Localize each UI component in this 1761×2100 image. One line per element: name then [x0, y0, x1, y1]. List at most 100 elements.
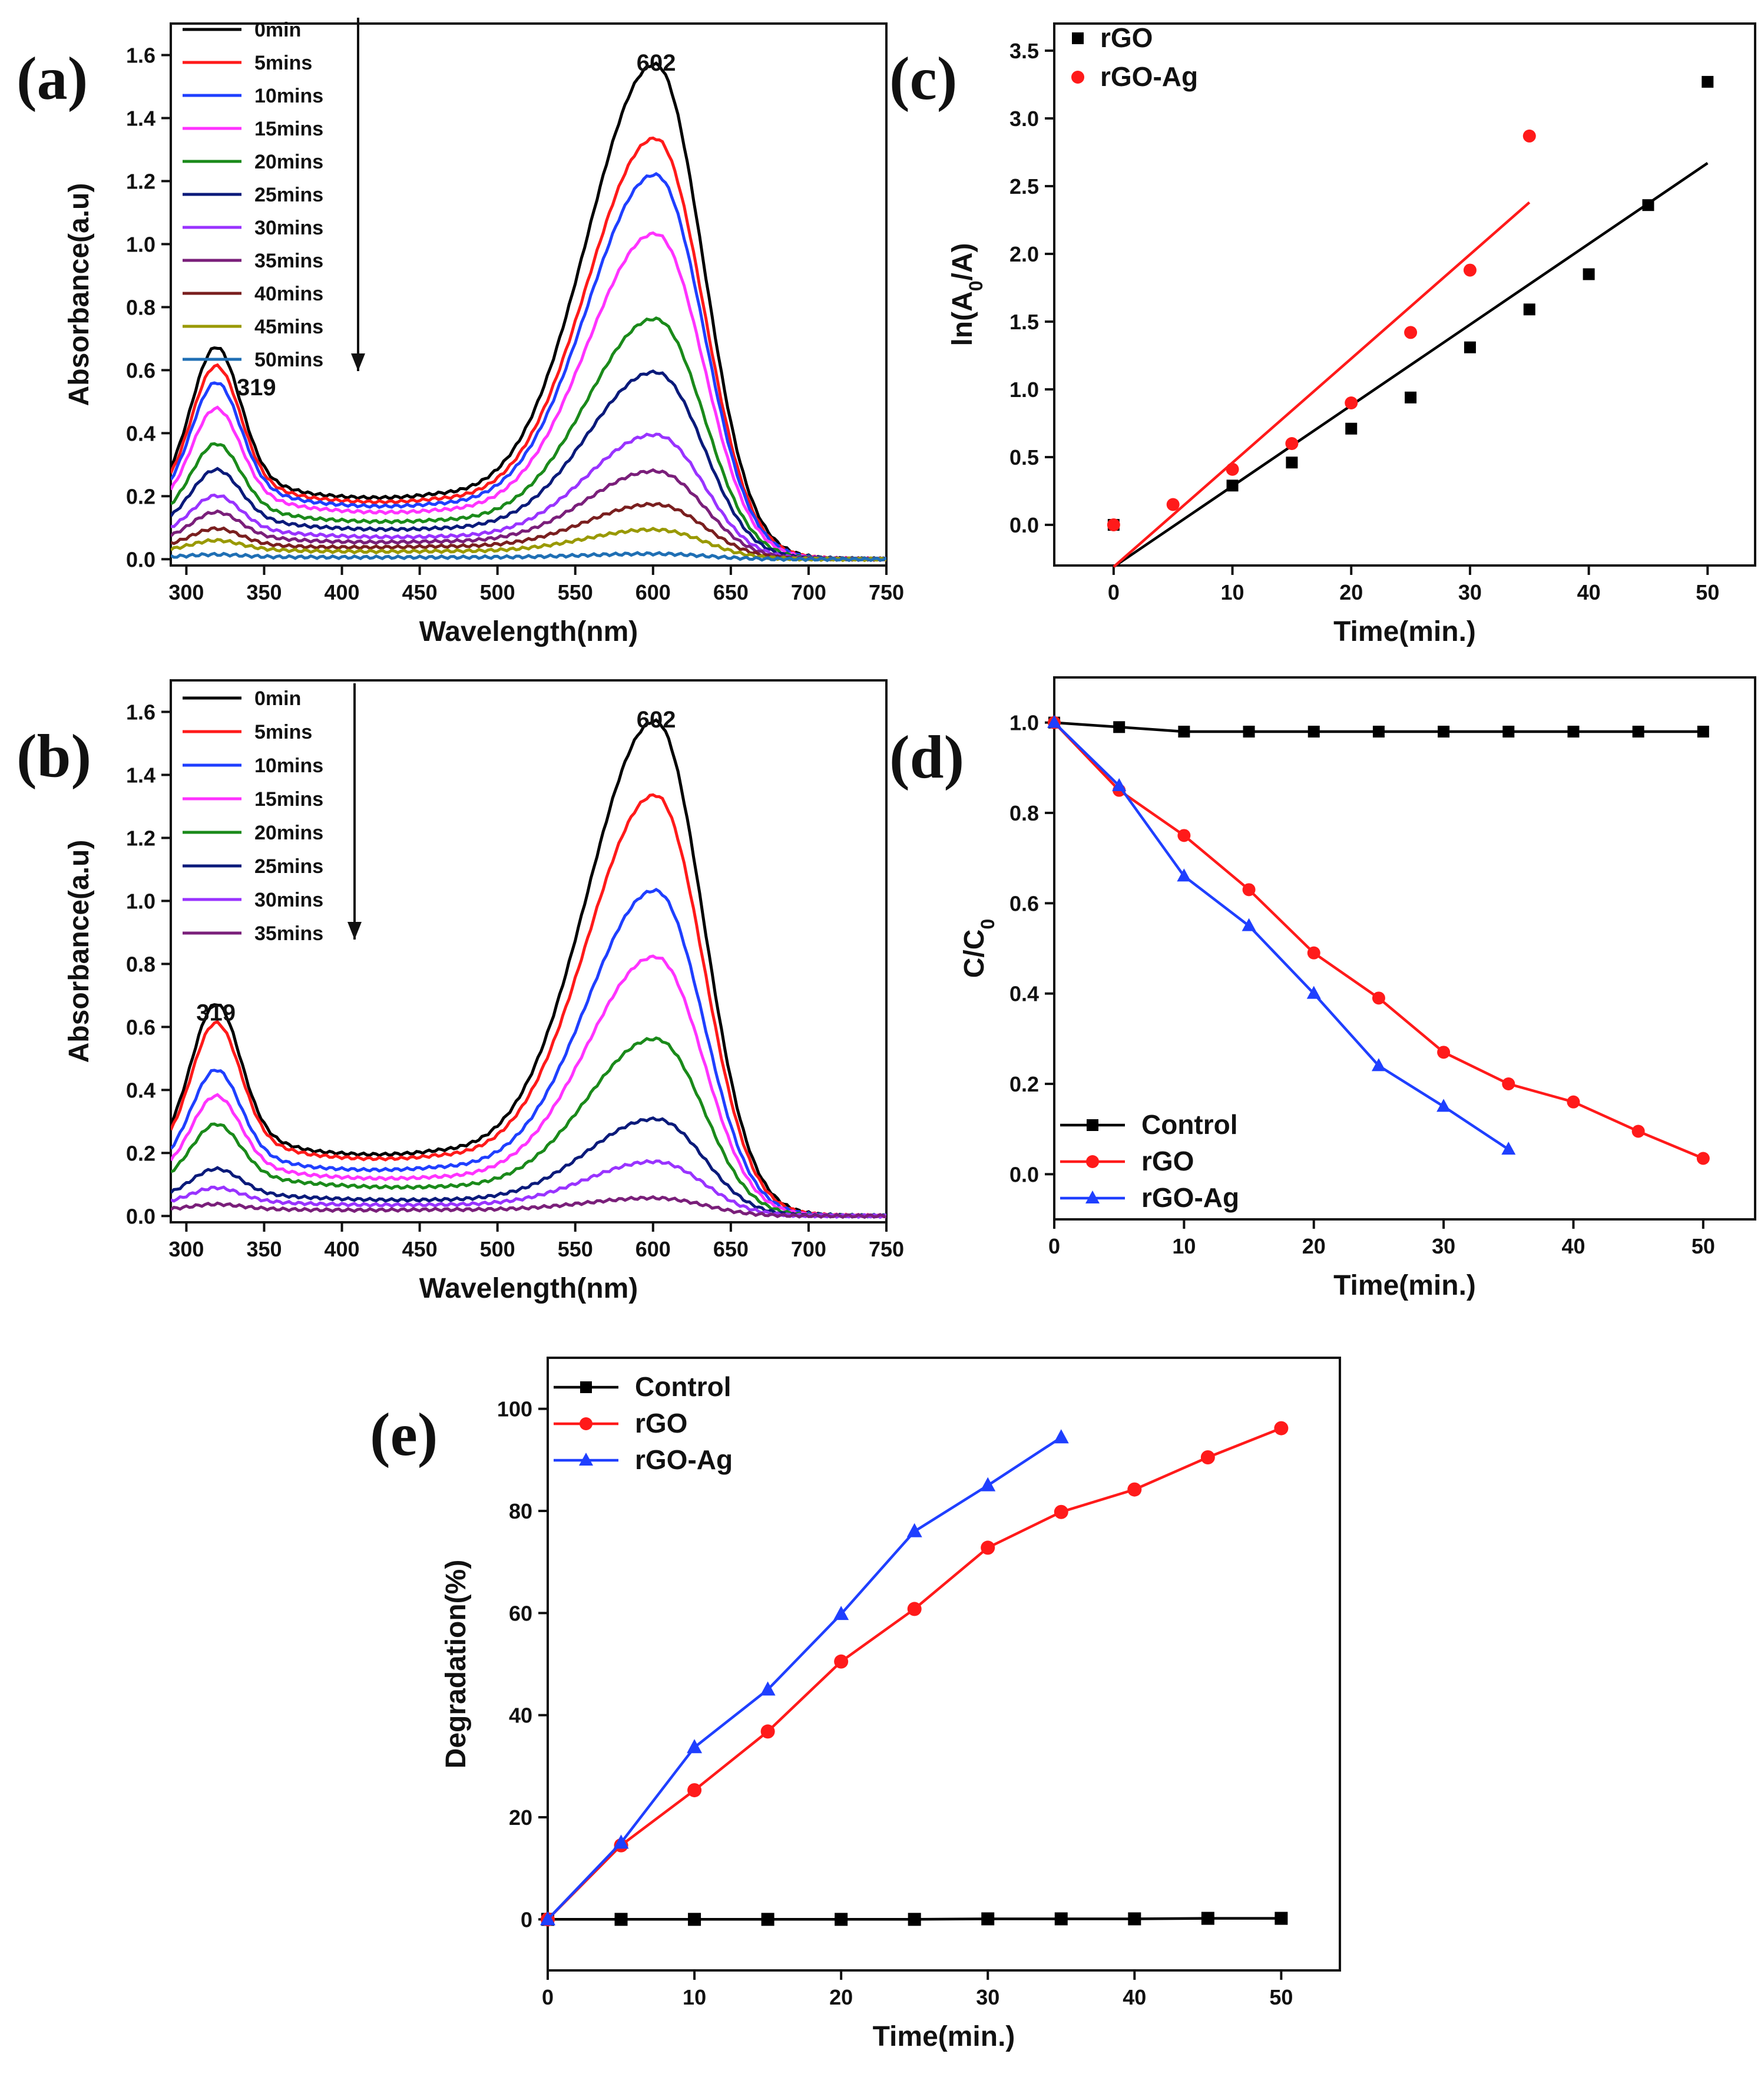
- series-line-rGO-Ag: [1053, 722, 1510, 1151]
- y-tick-label: 0.2: [126, 1141, 155, 1165]
- data-point: [687, 1783, 702, 1798]
- y-tick-label: 0.0: [126, 1204, 155, 1228]
- legend-label: 50mins: [254, 349, 323, 371]
- x-tick-label: 30: [1458, 580, 1482, 604]
- data-point: [1371, 1058, 1386, 1072]
- x-axis-title: Wavelength(nm): [419, 1273, 638, 1304]
- panel-label: (a): [16, 45, 88, 113]
- x-axis-title: Time(min.): [1333, 1270, 1476, 1301]
- series-line-rGO-Ag: [547, 1436, 1062, 1920]
- y-tick-label: 0.2: [1009, 1072, 1039, 1096]
- x-tick-label: 10: [1221, 580, 1244, 604]
- data-point: [1054, 1912, 1068, 1926]
- legend-label: 20mins: [254, 822, 323, 844]
- x-tick-label: 400: [325, 580, 360, 604]
- legend-label: rGO: [1100, 22, 1153, 53]
- x-tick-label: 450: [402, 1237, 438, 1261]
- plot-frame: [170, 679, 888, 1223]
- peak-label: 602: [637, 707, 676, 733]
- data-point: [1523, 303, 1535, 316]
- x-tick-label: 0: [1048, 1234, 1060, 1258]
- data-point: [980, 1477, 996, 1492]
- data-point: [1177, 829, 1191, 842]
- data-point: [834, 1654, 849, 1669]
- series-line-20mins: [171, 1036, 886, 1219]
- series-line-5mins: [171, 793, 886, 1219]
- legend-label: rGO-Ag: [635, 1444, 733, 1475]
- data-point: [1702, 75, 1714, 88]
- data-point: [1107, 518, 1120, 531]
- x-tick-label: 40: [1577, 580, 1601, 604]
- panel-a: 300 350 400 450 500 550 600 650 700 750 0.0 0.2 0.4 0…: [16, 18, 904, 647]
- y-axis-title: Degradation(%): [441, 1560, 472, 1769]
- data-point: [1275, 1912, 1288, 1925]
- data-point: [1642, 199, 1654, 211]
- legend-label: 40mins: [254, 283, 323, 305]
- panel-label: (b): [16, 722, 91, 790]
- x-tick-label: 700: [791, 1237, 826, 1261]
- y-tick-label: 0.8: [1009, 801, 1039, 825]
- x-tick-label: 40: [1123, 1985, 1146, 2009]
- data-point: [1522, 129, 1536, 143]
- x-tick-label: 350: [246, 1237, 282, 1261]
- data-point: [1632, 726, 1644, 738]
- data-point: [1697, 726, 1709, 738]
- data-point: [1307, 946, 1320, 960]
- data-point: [580, 1417, 592, 1430]
- y-tick-label: 1.2: [126, 169, 155, 193]
- x-tick-label: 10: [683, 1985, 706, 2009]
- plot-frame: [1053, 22, 1756, 567]
- panel-e: 0 10 20 30 40 50 0 20 40 60 80 100 Time(min.) Degrada…: [370, 1357, 1341, 2052]
- data-point: [1463, 263, 1477, 277]
- y-tick-label: 20: [509, 1805, 532, 1830]
- data-point: [613, 1834, 629, 1849]
- data-point: [1166, 498, 1180, 511]
- y-tick-label: 80: [509, 1499, 532, 1523]
- legend-label: 10mins: [254, 85, 323, 107]
- y-tick-label: 0.8: [126, 952, 155, 976]
- data-point: [1438, 726, 1450, 738]
- x-axis-title: Wavelength(nm): [419, 616, 638, 647]
- data-point: [1128, 1912, 1141, 1926]
- series-line-10mins: [171, 888, 886, 1219]
- plot-frame: [547, 1357, 1341, 1972]
- legend-label: Control: [1141, 1109, 1238, 1140]
- y-tick-label: 0.0: [1009, 513, 1039, 537]
- data-point: [1274, 1421, 1289, 1436]
- legend-label: 35mins: [254, 250, 323, 272]
- data-point: [1127, 1482, 1142, 1497]
- series-line-15mins: [171, 954, 886, 1219]
- plot-frame: [170, 22, 888, 567]
- series-line-35mins: [171, 1195, 886, 1219]
- y-tick-label: 1.0: [126, 232, 155, 256]
- legend-label: 45mins: [254, 316, 323, 338]
- data-point: [760, 1724, 775, 1739]
- legend-label: 10mins: [254, 755, 323, 777]
- panel-b: 300 350 400 450 500 550 600 650 700 750 0.0 0.2 0.4 0…: [16, 679, 904, 1304]
- y-tick-label: 2.5: [1009, 174, 1039, 199]
- data-point: [580, 1381, 592, 1393]
- y-tick-label: 0.4: [126, 421, 155, 445]
- data-point: [1502, 1077, 1515, 1090]
- data-point: [833, 1606, 849, 1621]
- data-point: [760, 1681, 776, 1696]
- legend-label: 5mins: [254, 52, 312, 74]
- data-point: [1307, 726, 1320, 738]
- data-point: [907, 1602, 922, 1616]
- legend-label: rGO: [635, 1408, 687, 1438]
- legend-label: 0min: [254, 19, 301, 41]
- x-tick-label: 600: [635, 580, 671, 604]
- data-point: [1226, 462, 1239, 476]
- y-axis-title: Absorbance(a.u): [64, 183, 95, 406]
- legend-label: 5mins: [254, 721, 312, 743]
- y-tick-label: 3.5: [1009, 39, 1039, 63]
- x-tick-label: 550: [558, 580, 593, 604]
- x-axis-title: Time(min.): [873, 2021, 1015, 2052]
- data-point: [1631, 1125, 1645, 1138]
- y-tick-label: 0: [521, 1907, 532, 1932]
- data-point: [1177, 868, 1191, 882]
- data-point: [1345, 422, 1358, 435]
- legend-label: rGO-Ag: [1141, 1182, 1239, 1213]
- data-point: [1372, 726, 1385, 738]
